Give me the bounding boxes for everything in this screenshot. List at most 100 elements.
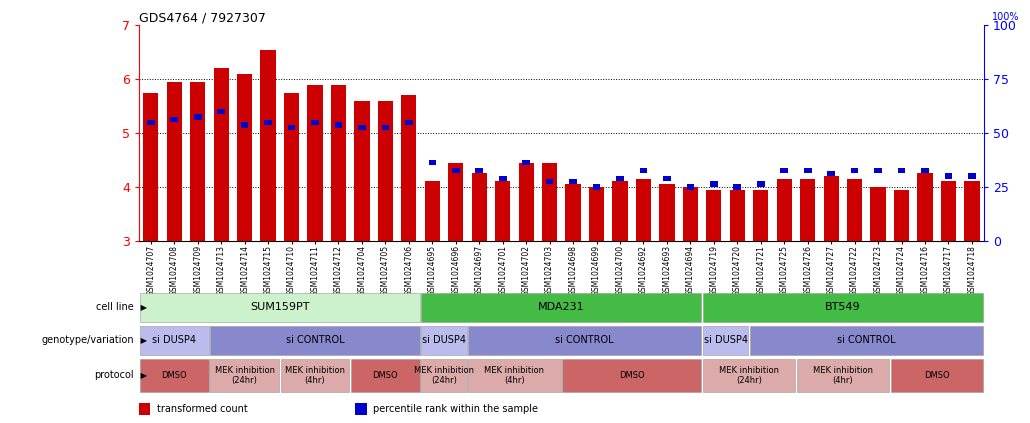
Bar bbox=[847, 179, 862, 241]
Bar bbox=[940, 181, 956, 241]
Bar bbox=[261, 49, 276, 241]
Text: MDA231: MDA231 bbox=[538, 302, 585, 312]
Bar bbox=[358, 125, 366, 130]
Bar bbox=[546, 179, 553, 184]
Text: BT549: BT549 bbox=[825, 302, 861, 312]
Bar bbox=[147, 120, 154, 125]
Text: MEK inhibition
(24hr): MEK inhibition (24hr) bbox=[719, 366, 779, 385]
Bar bbox=[687, 184, 694, 190]
Text: MEK inhibition
(4hr): MEK inhibition (4hr) bbox=[813, 366, 872, 385]
Bar bbox=[570, 179, 577, 184]
Bar bbox=[428, 160, 436, 165]
Bar bbox=[421, 326, 467, 355]
Bar bbox=[241, 122, 248, 128]
Bar bbox=[702, 359, 795, 392]
Text: ▶: ▶ bbox=[138, 336, 147, 345]
Text: protocol: protocol bbox=[95, 371, 134, 380]
Text: DMSO: DMSO bbox=[162, 371, 187, 380]
Text: SUM159PT: SUM159PT bbox=[250, 302, 310, 312]
Bar bbox=[562, 359, 701, 392]
Bar bbox=[803, 168, 812, 173]
Text: ▶: ▶ bbox=[138, 371, 147, 380]
Bar bbox=[331, 85, 346, 241]
Bar bbox=[287, 125, 296, 130]
Bar bbox=[921, 168, 929, 173]
Text: GDS4764 / 7927307: GDS4764 / 7927307 bbox=[139, 11, 266, 24]
Bar bbox=[170, 117, 178, 122]
Bar bbox=[265, 120, 272, 125]
Bar bbox=[424, 181, 440, 241]
Bar bbox=[476, 168, 483, 173]
Text: transformed count: transformed count bbox=[157, 404, 247, 414]
Bar bbox=[355, 404, 367, 415]
Bar bbox=[469, 326, 701, 355]
Bar bbox=[351, 359, 420, 392]
Bar bbox=[710, 181, 718, 187]
Bar bbox=[565, 184, 581, 241]
Bar bbox=[542, 162, 557, 241]
Text: percentile rank within the sample: percentile rank within the sample bbox=[373, 404, 538, 414]
Text: MEK inhibition
(4hr): MEK inhibition (4hr) bbox=[285, 366, 345, 385]
Bar bbox=[448, 162, 464, 241]
Bar bbox=[616, 176, 624, 181]
Text: si DUSP4: si DUSP4 bbox=[703, 335, 748, 345]
Text: si CONTROL: si CONTROL bbox=[555, 335, 614, 345]
Bar bbox=[753, 190, 768, 241]
Bar bbox=[636, 179, 651, 241]
Bar bbox=[469, 359, 560, 392]
Bar bbox=[757, 181, 764, 187]
Text: 100%: 100% bbox=[992, 12, 1020, 22]
Bar bbox=[796, 359, 889, 392]
Bar bbox=[870, 187, 886, 241]
Bar bbox=[167, 82, 182, 241]
Bar bbox=[237, 74, 252, 241]
Bar bbox=[311, 120, 319, 125]
Bar bbox=[663, 176, 671, 181]
Text: DMSO: DMSO bbox=[924, 371, 950, 380]
Bar bbox=[898, 168, 905, 173]
Bar bbox=[968, 173, 975, 179]
Text: MEK inhibition
(24hr): MEK inhibition (24hr) bbox=[214, 366, 275, 385]
Bar bbox=[659, 184, 675, 241]
Bar bbox=[518, 162, 534, 241]
Bar bbox=[354, 101, 370, 241]
Bar bbox=[217, 109, 225, 114]
Bar bbox=[335, 122, 342, 128]
Bar bbox=[421, 293, 701, 322]
Bar bbox=[781, 168, 788, 173]
Bar bbox=[139, 404, 150, 415]
Bar bbox=[522, 160, 530, 165]
Text: DMSO: DMSO bbox=[619, 371, 645, 380]
Bar bbox=[613, 181, 627, 241]
Bar bbox=[702, 326, 749, 355]
Bar bbox=[307, 85, 322, 241]
Bar bbox=[827, 171, 835, 176]
Bar bbox=[891, 359, 983, 392]
Bar bbox=[683, 187, 698, 241]
Text: DMSO: DMSO bbox=[373, 371, 399, 380]
Bar bbox=[191, 82, 205, 241]
Bar bbox=[421, 359, 467, 392]
Text: genotype/variation: genotype/variation bbox=[41, 335, 134, 345]
Bar bbox=[402, 95, 416, 241]
Bar bbox=[495, 181, 510, 241]
Bar bbox=[874, 168, 882, 173]
Bar bbox=[894, 190, 909, 241]
Bar bbox=[280, 359, 349, 392]
Bar bbox=[589, 187, 605, 241]
Bar bbox=[777, 179, 792, 241]
Bar bbox=[143, 93, 159, 241]
Bar bbox=[702, 293, 983, 322]
Bar bbox=[210, 359, 279, 392]
Bar bbox=[213, 69, 229, 241]
Bar bbox=[729, 190, 745, 241]
Bar bbox=[284, 93, 299, 241]
Bar bbox=[405, 120, 413, 125]
Bar bbox=[210, 326, 420, 355]
Bar bbox=[378, 101, 393, 241]
Bar bbox=[452, 168, 459, 173]
Text: si CONTROL: si CONTROL bbox=[837, 335, 896, 345]
Bar bbox=[800, 179, 816, 241]
Bar bbox=[640, 168, 647, 173]
Text: cell line: cell line bbox=[96, 302, 134, 312]
